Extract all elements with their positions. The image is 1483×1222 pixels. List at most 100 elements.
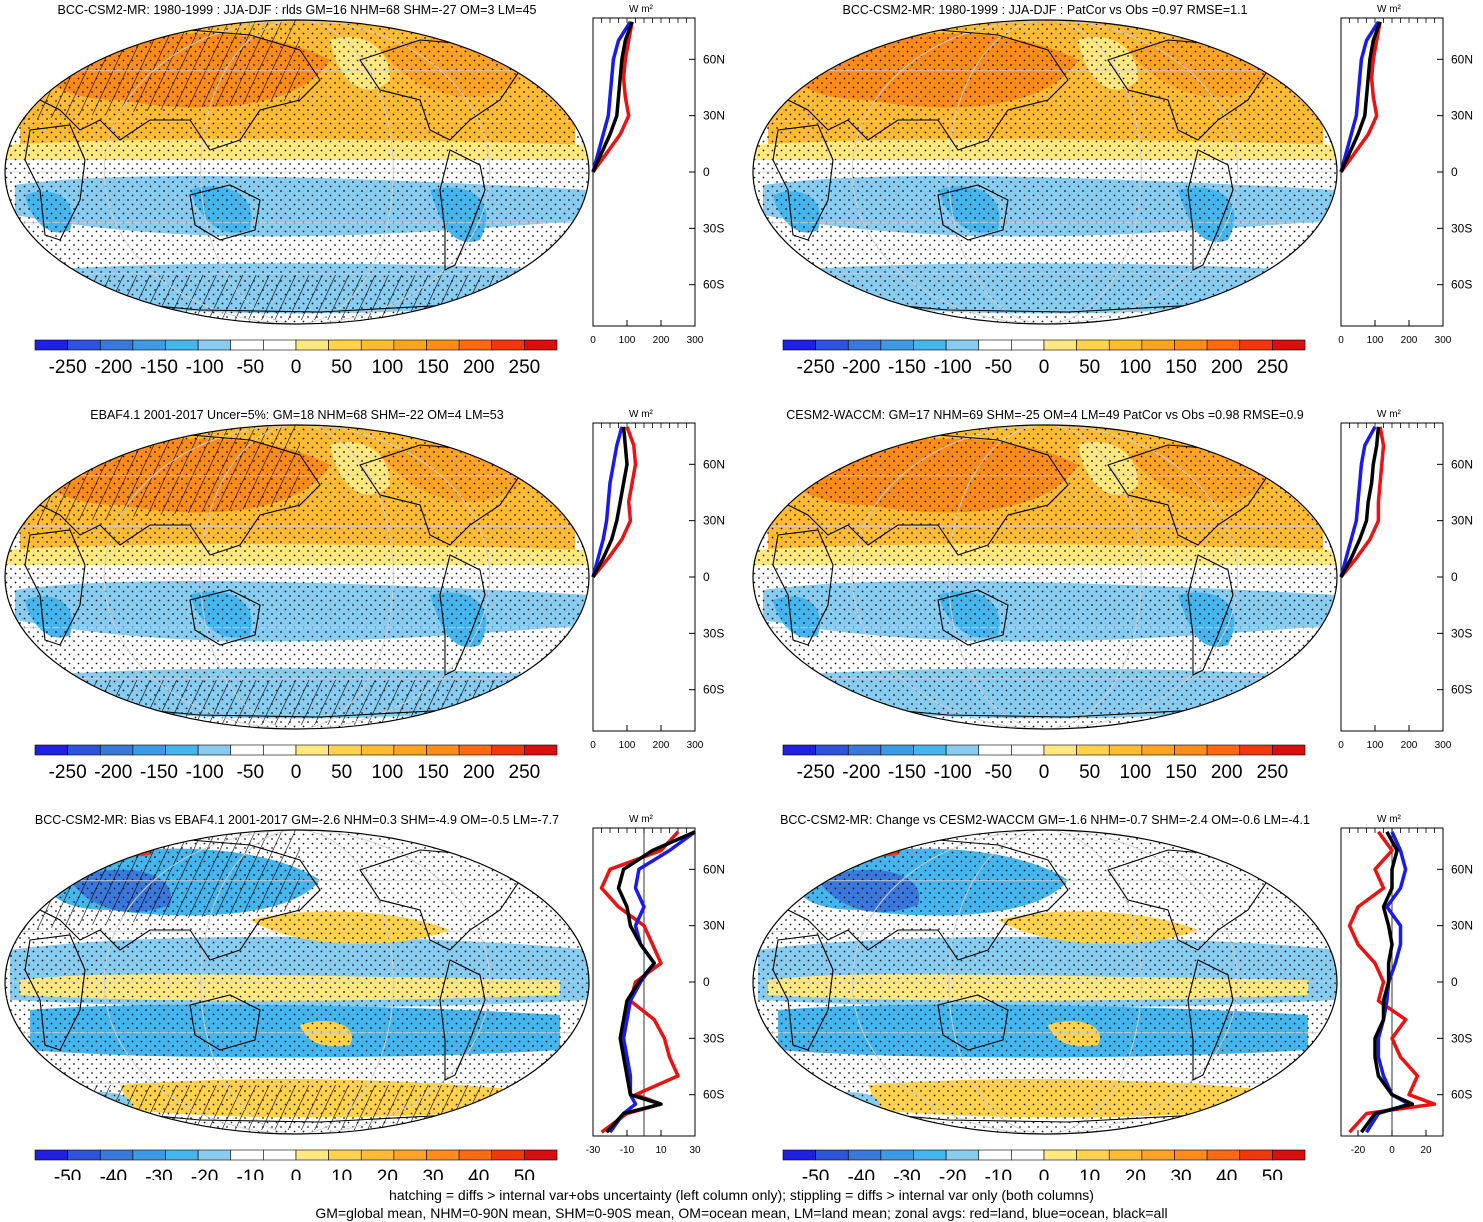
zonal-average-plot: W m² 60N 30N 0 30S 60S 0 100 200 300: [1338, 409, 1473, 751]
colorbar-tick-label: 40: [468, 1167, 489, 1180]
zonal-unit-label: W m²: [1377, 814, 1402, 825]
colorbar-cell: [99, 1149, 134, 1161]
graticule-lon: [200, 425, 394, 729]
zonal-x-label: -30: [586, 1145, 601, 1156]
map-field: [5, 20, 589, 324]
zonal-x-label: 100: [1367, 335, 1384, 346]
colorbar-tick-label: 150: [417, 357, 449, 378]
colorbar-cell: [945, 744, 980, 756]
colorbar-cell: [491, 1149, 525, 1161]
zonal-unit-label: W m²: [629, 409, 654, 420]
graticule-lon: [948, 830, 1142, 1134]
zonal-average-plot: W m² 60N 30N 0 30S 60S 0 100 200 300: [590, 409, 725, 751]
colorbar-cell: [524, 1149, 558, 1161]
colorbar-tick-label: 250: [1257, 357, 1289, 378]
zonal-x-label: 0: [1338, 740, 1344, 751]
colorbar-tick-label: -50: [237, 357, 264, 378]
colorbar-cell: [34, 1149, 68, 1161]
panel-2: BCC-CSM2-MR: 1980-1999 : JJA-DJF : PatCo…: [752, 3, 1473, 378]
zonal-line-ocean: [1339, 20, 1380, 173]
colorbar-tick-label: 0: [1039, 762, 1050, 783]
colorbar: -50 -40 -30 -20 -10 0 10 20 30 40 50: [782, 1149, 1306, 1180]
zonal-lat-label: 30N: [703, 919, 725, 933]
colorbar-cell: [815, 744, 849, 756]
colorbar-tick-label: 0: [1039, 357, 1050, 378]
zonal-lat-label: 0: [1451, 165, 1458, 179]
zonal-x-label: 0: [590, 335, 596, 346]
zonal-lat-label: 0: [703, 570, 710, 584]
colorbar-tick-label: 200: [1211, 762, 1243, 783]
zonal-x-label: 0: [1389, 1145, 1395, 1156]
zonal-x-label: 0: [1338, 335, 1344, 346]
colorbar-tick-label: 100: [371, 357, 403, 378]
zonal-x-label: 300: [687, 740, 704, 751]
continent-outline: [24, 529, 86, 646]
zonal-x-label: 200: [653, 740, 670, 751]
colorbar-cell: [945, 1149, 980, 1161]
colorbar-tick-label: -100: [186, 357, 224, 378]
panel-title: BCC-CSM2-MR: 1980-1999 : JJA-DJF : PatCo…: [843, 3, 1248, 17]
continent-outline: [1187, 149, 1234, 271]
continent-outline: [189, 589, 261, 646]
colorbar-cell: [1076, 744, 1110, 756]
panel-title: EBAF4.1 2001-2017 Uncer=5%: GM=18 NHM=68…: [90, 408, 503, 422]
graticule-lon: [851, 425, 1239, 729]
colorbar-cell: [458, 744, 493, 756]
graticule-lon: [851, 20, 1239, 324]
colorbar-cell: [426, 1149, 460, 1161]
colorbar-cell: [132, 1149, 166, 1161]
colorbar-cell: [978, 744, 1012, 756]
panel-title: BCC-CSM2-MR: Bias vs EBAF4.1 2001-2017 G…: [35, 813, 559, 827]
continent-outline: [24, 124, 86, 241]
colorbar-cell: [880, 1149, 914, 1161]
colorbar-cell: [782, 1149, 816, 1161]
zonal-x-label: 100: [619, 740, 636, 751]
colorbar-cell: [978, 1149, 1012, 1161]
colorbar-tick-label: 200: [463, 357, 495, 378]
colorbar-cell: [815, 339, 849, 351]
colorbar-cell: [978, 339, 1012, 351]
continent-outline: [439, 959, 486, 1081]
colorbar-cell: [426, 339, 460, 351]
colorbar-cell: [1272, 1149, 1306, 1161]
colorbar-cell: [230, 744, 264, 756]
colorbar-cell: [295, 1149, 329, 1161]
colorbar-tick-label: 150: [1165, 357, 1197, 378]
colorbar: -250 -200 -150 -100 -50 0 50 100 150 200 250: [782, 339, 1306, 378]
zonal-x-label: 30: [689, 1145, 701, 1156]
colorbar-cell: [393, 744, 427, 756]
continent-outline: [439, 149, 486, 271]
colorbar-cell: [458, 1149, 493, 1161]
zonal-line-land: [1347, 830, 1437, 1134]
zonal-x-label: 200: [1401, 335, 1418, 346]
zonal-lat-label: 60N: [703, 457, 725, 471]
colorbar-cell: [360, 339, 395, 351]
colorbar-cell: [328, 1149, 362, 1161]
graticule-lon: [200, 830, 394, 1134]
colorbar-cell: [913, 1149, 947, 1161]
colorbar-cell: [328, 744, 362, 756]
zonal-x-label: 100: [619, 335, 636, 346]
zonal-line-land: [1339, 21, 1382, 174]
colorbar-tick-label: -50: [54, 1167, 81, 1180]
colorbar-cell: [165, 339, 199, 351]
zonal-lat-label: 0: [703, 165, 710, 179]
colorbar-tick-label: -150: [140, 357, 178, 378]
colorbar-cell: [360, 1149, 395, 1161]
map-field: [5, 830, 589, 1134]
graticule-lon: [948, 425, 1142, 729]
colorbar-cell: [1043, 339, 1077, 351]
continent-outline: [937, 589, 1009, 646]
colorbar-cell: [99, 339, 134, 351]
zonal-lat-label: 0: [1451, 570, 1458, 584]
colorbar-cell: [360, 744, 395, 756]
zonal-average-plot: W m² 60N 30N 0 30S 60S 0 100 200 300: [590, 4, 725, 346]
zonal-lat-label: 30S: [1451, 221, 1472, 235]
zonal-lat-label: 60S: [703, 1088, 724, 1102]
map-border: [4, 424, 590, 730]
colorbar-tick-label: 200: [463, 762, 495, 783]
colorbar-cell: [1076, 1149, 1110, 1161]
colorbar-cell: [197, 339, 232, 351]
zonal-frame: [1340, 422, 1444, 732]
colorbar-cell: [132, 339, 166, 351]
